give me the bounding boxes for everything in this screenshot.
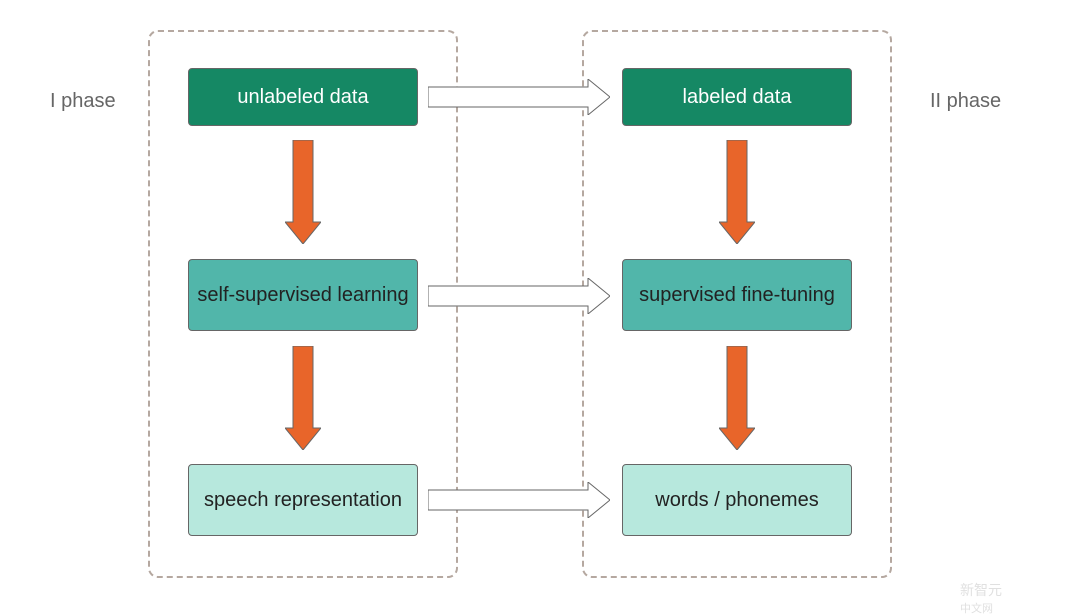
watermark-text: 新智元 xyxy=(960,582,1002,598)
phase2-label: II phase xyxy=(930,90,1001,113)
arrow-right-icon xyxy=(428,278,610,314)
arrow-down-icon xyxy=(719,346,755,450)
phase1-label: I phase xyxy=(50,90,116,113)
arrow-down-icon xyxy=(719,140,755,244)
node-unlabeled-data: unlabeled data xyxy=(188,68,418,126)
arrow-down-icon xyxy=(285,140,321,244)
node-self-supervised-learning: self-supervised learning xyxy=(188,259,418,331)
watermark: 新智元 中文网 xyxy=(960,580,1002,616)
arrow-down-icon xyxy=(285,346,321,450)
node-supervised-fine-tuning: supervised fine-tuning xyxy=(622,259,852,331)
node-words-phonemes: words / phonemes xyxy=(622,464,852,536)
node-speech-representation: speech representation xyxy=(188,464,418,536)
arrow-right-icon xyxy=(428,482,610,518)
node-labeled-data: labeled data xyxy=(622,68,852,126)
watermark-sub: 中文网 xyxy=(960,600,1002,616)
flowchart-diagram: I phase II phase unlabeled data self-sup… xyxy=(0,0,1080,616)
arrow-right-icon xyxy=(428,79,610,115)
